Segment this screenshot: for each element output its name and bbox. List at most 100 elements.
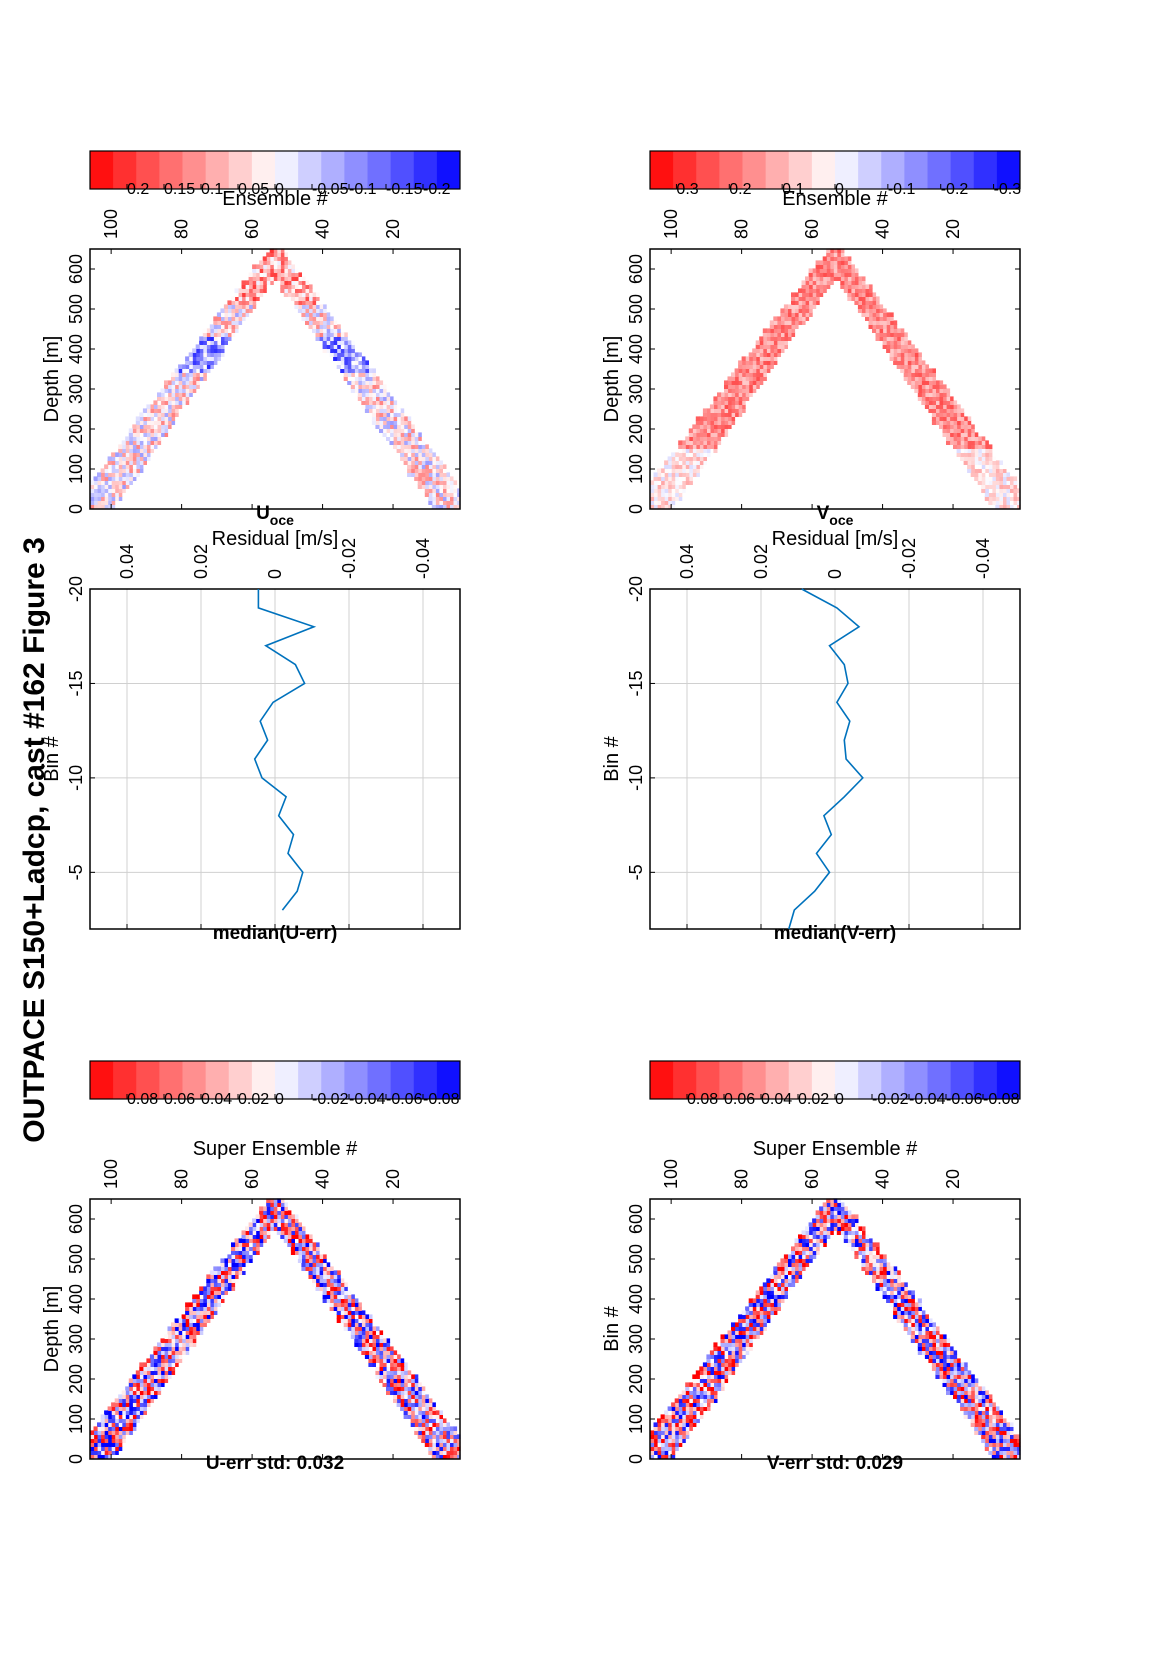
- v_err-cell: [960, 1386, 965, 1391]
- u_oce-cell: [322, 316, 327, 321]
- v_err-cell: [988, 1434, 993, 1439]
- v_oce-cell: [717, 440, 722, 445]
- v_err-cell: [762, 1282, 767, 1287]
- v_err-cell: [741, 1318, 746, 1323]
- u_oce-cell: [167, 388, 172, 393]
- v_err-cell: [822, 1206, 827, 1211]
- u_err-cell: [308, 1262, 313, 1267]
- u_err-cell: [220, 1282, 225, 1287]
- u_oce-cell: [350, 380, 355, 385]
- u_oce-cell: [164, 416, 169, 421]
- v_oce-cell: [921, 364, 926, 369]
- u_err-cell: [350, 1318, 355, 1323]
- v_err-cell: [836, 1230, 841, 1235]
- u_oce-cell: [146, 452, 151, 457]
- u_oce-cell: [347, 380, 352, 385]
- u_oce-cell: [167, 408, 172, 413]
- v_err-cell: [738, 1354, 743, 1359]
- v_err-cell: [907, 1326, 912, 1331]
- v_oce-cell: [791, 316, 796, 321]
- v_err-cell: [928, 1322, 933, 1327]
- v_err-cell: [970, 1374, 975, 1379]
- v_err-cell: [893, 1290, 898, 1295]
- u_err-cell: [199, 1286, 204, 1291]
- v_err-cell: [879, 1274, 884, 1279]
- u_err-cell: [188, 1322, 193, 1327]
- v_oce-cell: [893, 328, 898, 333]
- v_err-cell: [667, 1446, 672, 1451]
- v_err-cell: [861, 1230, 866, 1235]
- u_oce-cell: [290, 288, 295, 293]
- v_err-cell: [991, 1422, 996, 1427]
- v_oce-cell: [974, 448, 979, 453]
- u_err-cell: [333, 1294, 338, 1299]
- u_err-cell: [336, 1310, 341, 1315]
- v_err-cell: [928, 1338, 933, 1343]
- u_oce-cell: [396, 440, 401, 445]
- v_err-cell: [783, 1286, 789, 1291]
- v_err-cell: [695, 1398, 700, 1403]
- v_err-cell: [692, 1394, 697, 1399]
- u_err-cell: [248, 1250, 253, 1255]
- u_err-cell: [357, 1346, 362, 1351]
- u_err-cell: [188, 1330, 193, 1335]
- u_err-cell: [393, 1358, 398, 1363]
- u_err-cell: [171, 1346, 176, 1351]
- u_oce-cell: [220, 352, 225, 357]
- u_err-cell: [121, 1394, 126, 1399]
- u_err-cell: [245, 1242, 250, 1247]
- v_oce-cell: [917, 352, 922, 357]
- u_oce-cell: [216, 348, 221, 353]
- u_oce-cell: [185, 400, 190, 405]
- v_err-cell: [678, 1434, 683, 1439]
- v_err-cell: [815, 1218, 820, 1223]
- v_err-cell: [917, 1318, 922, 1323]
- u_err-cell: [192, 1302, 197, 1307]
- u_oce-cell: [333, 344, 338, 349]
- v_oce-cell: [963, 444, 968, 449]
- u_err-cell: [322, 1274, 327, 1279]
- u_oce-cell: [262, 256, 267, 261]
- u_oce-cell: [245, 292, 250, 297]
- u_oce-cell: [410, 444, 415, 449]
- v_oce-cell: [699, 464, 704, 469]
- v_oce-cell: [819, 284, 824, 289]
- u_oce-cell: [238, 312, 243, 317]
- v_oce-cell: [762, 372, 767, 377]
- u_oce-cell: [445, 504, 450, 509]
- v_err-cell: [766, 1290, 771, 1295]
- u_oce-cell: [368, 408, 373, 413]
- u_err-cell: [128, 1410, 133, 1415]
- v_oce-cell: [1005, 500, 1011, 505]
- v_oce-cell: [1002, 476, 1007, 481]
- v_err-cell: [808, 1226, 813, 1231]
- u_err-cell: [195, 1310, 200, 1315]
- v_oce-cell: [713, 416, 718, 421]
- u_oce-cell: [178, 404, 183, 409]
- v_err-cell: [657, 1438, 662, 1443]
- u_oce-cell: [153, 400, 158, 405]
- v_oce-cell: [833, 252, 838, 257]
- v_oce-cell: [695, 416, 700, 421]
- u_oce-cell: [400, 412, 405, 417]
- v_oce-cell: [970, 428, 975, 433]
- u_err-cell: [354, 1334, 359, 1339]
- u_oce-cell: [185, 376, 190, 381]
- v_oce-cell: [984, 480, 989, 485]
- u_err-cell: [216, 1282, 221, 1287]
- v_oce-cell: [872, 304, 877, 309]
- u_oce-cell: [350, 376, 355, 381]
- u_err-cell: [192, 1334, 197, 1339]
- u_err-cell: [301, 1254, 306, 1259]
- u_oce-cell: [371, 404, 376, 409]
- u_oce-cell: [424, 464, 429, 469]
- u_oce-cell: [262, 264, 267, 269]
- u_err-cell: [139, 1378, 144, 1383]
- u_err-cell: [453, 1434, 458, 1439]
- v_oce-cell: [748, 376, 753, 381]
- u_oce-colorbar-swatch: [205, 151, 230, 189]
- u_oce-cell: [142, 432, 147, 437]
- v_oce-cell: [988, 468, 993, 473]
- u_oce-cell: [312, 312, 317, 317]
- u_err-cell: [340, 1306, 345, 1311]
